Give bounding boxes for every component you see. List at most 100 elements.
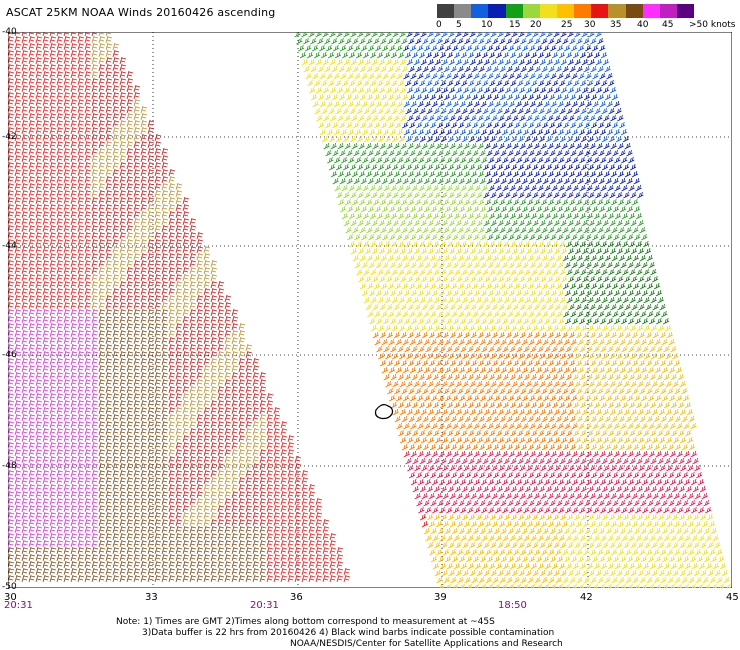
wind-barb [21,231,29,240]
wind-barb [168,210,176,219]
wind-barb [168,182,176,191]
wind-barb [126,175,134,184]
wind-barb [8,287,15,296]
wind-barb [77,203,85,212]
wind-barb [119,301,127,310]
wind-barb [21,84,29,93]
wind-barb [8,224,15,233]
wind-barb [210,287,218,296]
wind-barb [49,98,57,107]
wind-barb [8,252,15,261]
wind-barb [196,245,204,254]
wind-barb [112,140,120,149]
colorbar-swatch [454,4,472,18]
wind-barb [84,70,92,79]
wind-barb [126,280,134,289]
wind-barb [98,56,106,65]
wind-barb [84,126,92,135]
wind-barb [196,287,204,296]
wind-barb [98,203,106,212]
wind-barb [35,273,43,282]
wind-barb [112,154,120,163]
wind-barb [161,147,169,156]
wind-barb [49,210,57,219]
wind-barb [77,224,85,233]
wind-barb [133,119,141,128]
wind-barb [42,203,50,212]
wind-barb [91,91,99,100]
wind-barb [63,70,71,79]
wind-barb [112,252,120,261]
wind-barb [28,56,36,65]
wind-barb [105,42,113,51]
wind-barb [140,126,148,135]
wind-barb [84,210,92,219]
wind-barb [77,126,85,135]
wind-barb [91,133,99,142]
wind-barb [140,308,148,317]
wind-barb [42,70,50,79]
wind-barb [98,273,106,282]
wind-barb [91,140,99,149]
wind-barb [161,231,169,240]
wind-barb [35,91,43,100]
wind-barb [49,161,57,170]
wind-barb [161,196,169,205]
wind-barb [140,133,148,142]
wind-barb [133,252,141,261]
wind-barb [161,168,169,177]
wind-barb [42,252,50,261]
wind-barb [112,77,120,86]
wind-barb [224,301,232,310]
wind-barb [56,189,64,198]
wind-barb [35,259,43,268]
wind-barb [98,140,106,149]
wind-barb [203,245,211,254]
wind-barb [84,105,92,114]
satellite-swath-west [8,32,351,583]
colorbar-swatch [471,4,489,18]
wind-barb [84,231,92,240]
wind-barb [35,98,43,107]
wind-barb [91,77,99,86]
wind-barb [168,175,176,184]
wind-barb [42,147,50,156]
wind-barb [21,266,29,275]
wind-barb [147,252,155,261]
wind-barb [8,140,15,149]
wind-barb [35,280,43,289]
wind-barb [84,280,92,289]
wind-barb [168,273,176,282]
wind-barb [21,119,29,128]
wind-barb [147,196,155,205]
wind-barb [175,280,183,289]
wind-barb [70,252,78,261]
wind-barb [119,133,127,142]
wind-barb [126,231,134,240]
wind-barb [175,259,183,268]
wind-barb [56,70,64,79]
wind-barb [119,98,127,107]
wind-barb [8,56,15,65]
wind-barb [77,287,85,296]
wind-barb [28,63,36,72]
wind-barb [98,49,106,58]
wind-barb [8,49,15,58]
wind-barb [154,266,162,275]
wind-barb [126,182,134,191]
wind-barb [14,77,22,86]
wind-barb [147,133,155,142]
wind-barb [49,259,57,268]
wind-barb [21,224,29,233]
wind-barb [56,245,64,254]
wind-barb [154,175,162,184]
wind-barb [147,210,155,219]
wind-barb [77,273,85,282]
wind-barb [91,189,99,198]
wind-barb [175,252,183,261]
wind-barb [70,84,78,93]
wind-barb [63,175,71,184]
wind-barb [56,32,63,37]
wind-barb [182,196,190,205]
wind-barb [105,147,113,156]
